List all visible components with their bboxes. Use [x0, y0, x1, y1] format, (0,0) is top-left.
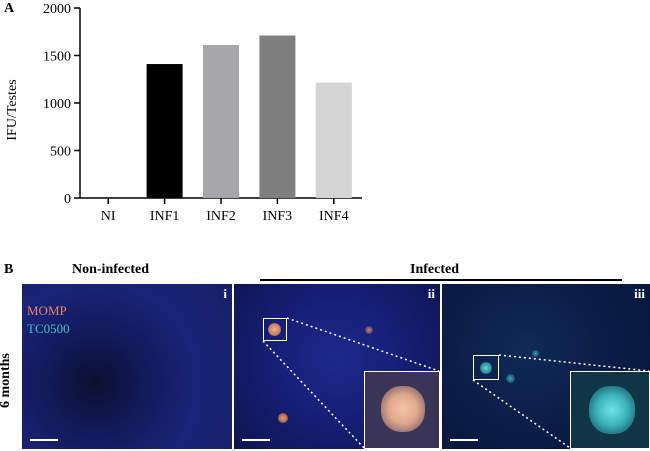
inclusion-spot — [480, 362, 492, 374]
inclusion-magnified — [589, 386, 635, 434]
panel-b-label: B — [4, 262, 14, 277]
bar-inf3 — [259, 35, 296, 198]
zoom-box-small — [473, 355, 499, 380]
inclusion-spot — [278, 413, 288, 423]
scale-bar — [30, 439, 58, 441]
micrograph-infected-tc0500: iii — [442, 284, 650, 449]
zoom-inset — [364, 371, 440, 449]
scale-bar — [242, 439, 270, 441]
inclusion-spot — [506, 374, 515, 383]
infected-title: Infected — [410, 262, 459, 277]
tile-number: iii — [634, 286, 645, 301]
tile-number: ii — [427, 286, 435, 301]
bar-chart: 0 500 1000 1500 2000 NI INF1 INF2 INF3 INF4 IFU/… — [5, 2, 362, 224]
row-label: 6 months — [0, 353, 13, 408]
tile-number: i — [223, 286, 227, 301]
y-tick-label: 0 — [64, 192, 71, 207]
bar-inf1 — [146, 64, 183, 198]
y-axis-label: IFU/Testes — [5, 79, 20, 140]
inclusion-spot — [268, 323, 281, 336]
x-tick-label: INF2 — [206, 209, 236, 224]
stain-label-tc0500: TC0500 — [27, 321, 70, 336]
x-tick-label: INF3 — [263, 209, 293, 224]
panel-a-label: A — [4, 1, 15, 16]
inclusion-spot — [365, 326, 373, 334]
zoom-inset — [570, 371, 650, 449]
micrograph-non-infected: i MOMP TC0500 — [22, 284, 232, 449]
scale-bar — [450, 439, 478, 441]
x-tick-label: INF4 — [319, 209, 349, 224]
bar-inf4 — [315, 82, 352, 198]
y-axis: 0 500 1000 1500 2000 — [43, 2, 81, 207]
zoom-lines — [262, 317, 440, 449]
y-tick-label: 2000 — [43, 2, 71, 17]
zoom-lines — [472, 354, 650, 449]
y-tick-label: 1500 — [43, 50, 71, 65]
inclusion-magnified — [381, 386, 425, 432]
x-axis: NI INF1 INF2 INF3 INF4 — [80, 197, 362, 224]
infected-group-bar — [260, 279, 622, 281]
micrograph-infected-momp: ii — [234, 284, 440, 449]
zoom-box-small — [263, 318, 287, 341]
y-tick-label: 1000 — [43, 97, 71, 112]
stain-label-momp: MOMP — [27, 303, 67, 318]
inclusion-spot — [532, 350, 539, 357]
x-tick-label: INF1 — [150, 209, 180, 224]
non-infected-title: Non-infected — [72, 262, 149, 277]
x-tick-label: NI — [101, 209, 116, 224]
bars — [146, 35, 352, 198]
y-tick-label: 500 — [50, 145, 71, 160]
bar-inf2 — [203, 45, 239, 198]
